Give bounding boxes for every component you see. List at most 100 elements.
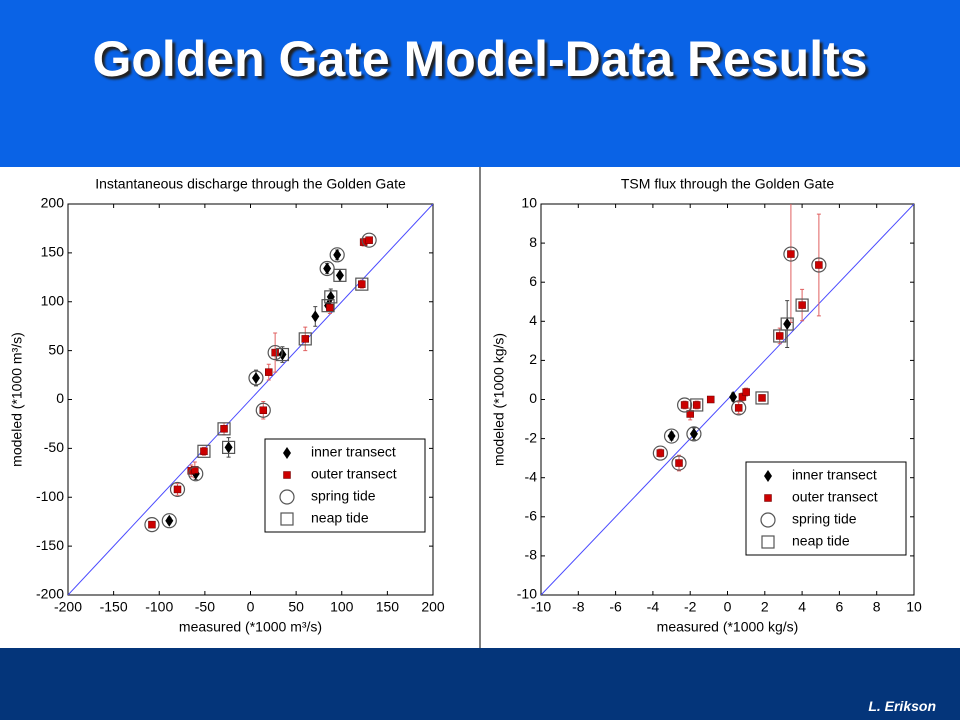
- slide-title: Golden Gate Model-Data Results: [92, 31, 868, 87]
- legend-box: [264, 438, 426, 533]
- open-square-marker: [197, 444, 211, 458]
- open-square-marker: [217, 422, 231, 436]
- diamond-marker: [224, 441, 233, 454]
- charts: Instantaneous discharge through the Gold…: [9, 167, 922, 648]
- circle-marker: [255, 402, 271, 418]
- square-marker: [680, 401, 689, 409]
- y-tick-label: -8: [525, 547, 538, 563]
- x-tick-label: 0: [724, 599, 732, 615]
- x-tick-label: 100: [330, 599, 354, 615]
- y-tick-label: 6: [529, 273, 537, 289]
- square-marker: [220, 425, 228, 433]
- y-tick-label: 200: [41, 195, 65, 211]
- diamond-marker: [689, 427, 698, 440]
- circle-marker: [267, 344, 283, 361]
- x-tick-label: -150: [100, 599, 128, 615]
- legend-label: outer transect: [792, 489, 878, 505]
- header: Golden Gate Model-Data Results: [0, 0, 960, 167]
- y-tick-label: 2: [529, 351, 537, 367]
- plot-data: [541, 204, 914, 595]
- y-tick-label: 0: [529, 390, 537, 406]
- open-square-marker: [321, 299, 335, 313]
- open-square-marker: [795, 298, 809, 312]
- circle-marker: [361, 232, 377, 248]
- x-tick-label: -200: [54, 599, 82, 615]
- open-square-marker: [298, 332, 312, 346]
- diamond-marker: [333, 248, 342, 261]
- square-marker: [787, 250, 795, 258]
- circle-marker: [319, 260, 335, 277]
- circle-marker: [783, 246, 799, 262]
- square-marker: [764, 494, 772, 502]
- diamond-marker: [165, 514, 174, 527]
- circle-marker: [329, 247, 345, 263]
- square-marker: [265, 368, 273, 376]
- circle-marker: [760, 512, 776, 528]
- y-tick-label: 150: [41, 244, 65, 260]
- square-marker: [692, 401, 701, 409]
- x-tick-label: -50: [195, 599, 215, 615]
- diamond-marker: [251, 371, 260, 384]
- y-tick-label: 8: [529, 234, 537, 250]
- square-marker: [365, 236, 373, 244]
- x-tick-label: -10: [531, 599, 551, 615]
- circle-marker: [652, 445, 668, 461]
- diamond-marker: [311, 310, 320, 323]
- square-marker: [815, 261, 823, 269]
- open-square-marker: [280, 512, 294, 526]
- y-axis-label: modeled (*1000 kg/s): [491, 333, 507, 466]
- x-tick-label: -6: [609, 599, 622, 615]
- identity-line: [68, 204, 433, 595]
- circle-marker: [686, 426, 702, 442]
- y-tick-label: -50: [44, 439, 64, 455]
- open-square-marker: [690, 398, 704, 412]
- y-tick-label: -6: [525, 508, 538, 524]
- square-marker: [758, 394, 766, 402]
- circle-marker: [144, 517, 160, 533]
- identity-line: [541, 204, 914, 595]
- x-tick-label: -8: [572, 599, 585, 615]
- x-axis-label: measured (*1000 kg/s): [657, 619, 799, 635]
- circle-marker: [677, 397, 693, 413]
- x-tick-label: 4: [798, 599, 806, 615]
- square-marker: [775, 332, 784, 340]
- circle-marker: [248, 370, 264, 386]
- square-marker: [200, 447, 208, 456]
- square-marker: [798, 301, 806, 309]
- legend-label: spring tide: [792, 511, 857, 527]
- square-marker: [271, 348, 279, 357]
- open-square-marker: [222, 440, 236, 454]
- circle-marker: [188, 466, 204, 482]
- square-marker: [173, 485, 182, 494]
- diamond-marker: [335, 269, 344, 282]
- chart-title: TSM flux through the Golden Gate: [621, 176, 834, 192]
- x-tick-label: 50: [288, 599, 304, 615]
- open-square-marker: [333, 268, 347, 282]
- diamond-marker: [283, 447, 291, 459]
- y-tick-label: -200: [36, 586, 64, 602]
- circle-marker: [663, 428, 680, 444]
- x-tick-label: 150: [376, 599, 400, 615]
- footer: L. Erikson: [0, 648, 960, 720]
- square-marker: [148, 520, 156, 529]
- open-square-marker: [755, 391, 769, 405]
- x-tick-label: 0: [247, 599, 255, 615]
- y-tick-label: -10: [517, 586, 537, 602]
- legend-label: inner transect: [792, 467, 877, 483]
- circle-marker: [279, 489, 295, 505]
- diamond-marker: [783, 318, 792, 331]
- legend-label: outer transect: [311, 466, 397, 482]
- square-marker: [656, 449, 665, 457]
- x-tick-label: -100: [145, 599, 173, 615]
- open-square-marker: [773, 329, 787, 343]
- square-marker: [283, 471, 291, 479]
- open-square-marker: [780, 317, 794, 331]
- square-marker: [358, 280, 366, 288]
- x-tick-label: 6: [836, 599, 844, 615]
- legend-box: [745, 461, 907, 556]
- x-tick-label: 200: [421, 599, 445, 615]
- square-marker: [301, 335, 309, 343]
- y-tick-label: -150: [36, 537, 64, 553]
- y-tick-label: 50: [48, 341, 64, 357]
